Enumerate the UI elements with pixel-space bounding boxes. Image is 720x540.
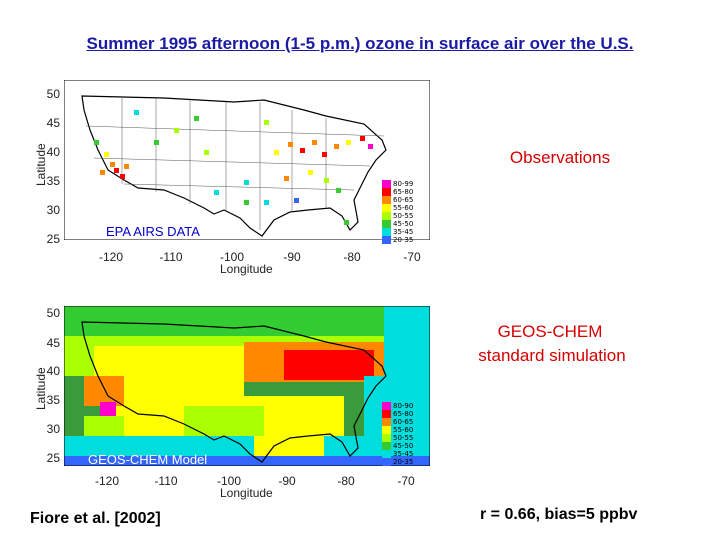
- legend-range: 45-50: [393, 220, 414, 228]
- legend-range: 20-35: [393, 236, 414, 244]
- lon-tick: -70: [397, 474, 415, 488]
- legend-swatch: [382, 434, 391, 442]
- legend-range: 60-65: [393, 418, 414, 426]
- legend-row: 35-45: [382, 228, 426, 236]
- geos-chem-map: 80-90 65-80 60-65 55-60 50-55 45-50 35-4…: [64, 306, 430, 467]
- legend-range: 50-55: [393, 434, 414, 442]
- lat-tick: 40: [46, 145, 60, 159]
- lat-tick: 25: [46, 451, 60, 465]
- legend-row: 20-35: [382, 236, 426, 244]
- lon-tick: -90: [278, 474, 296, 488]
- us-outline: [81, 321, 387, 463]
- legend-row: 45-50: [382, 442, 426, 450]
- geos-chem-model-label: GEOS-CHEM Model: [88, 452, 208, 467]
- lat-tick: 45: [46, 116, 60, 130]
- lon-tick: -120: [98, 250, 124, 264]
- legend-range: 55-60: [393, 204, 414, 212]
- observations-legend: 80-99 65-80 60-65 55-60 50-55 45-50 35-4…: [382, 180, 426, 244]
- legend-range: 80-90: [393, 402, 414, 410]
- observations-label: Observations: [509, 148, 611, 167]
- legend-range: 55-60: [393, 426, 414, 434]
- legend-row: 60-65: [382, 418, 426, 426]
- observations-map: 80-99 65-80 60-65 55-60 50-55 45-50 35-4…: [64, 80, 430, 244]
- lat-tick: 25: [46, 232, 60, 246]
- lat-tick: 50: [46, 87, 60, 101]
- legend-row: 55-60: [382, 426, 426, 434]
- legend-row: 65-80: [382, 410, 426, 418]
- legend-row: 80-99: [382, 180, 426, 188]
- legend-row: 45-50: [382, 220, 426, 228]
- lat-tick: 50: [46, 306, 60, 320]
- legend-swatch: [382, 228, 391, 236]
- lon-tick: -70: [403, 250, 421, 264]
- legend-range: 80-99: [393, 180, 414, 188]
- lat-tick: 35: [46, 174, 60, 188]
- lon-tick: -80: [337, 474, 355, 488]
- legend-range: 65-80: [393, 410, 414, 418]
- latitude-axis-title: Latitude: [34, 143, 48, 186]
- slide-title: Summer 1995 afternoon (1-5 p.m.) ozone i…: [86, 34, 634, 53]
- legend-swatch: [382, 236, 391, 244]
- legend-range: 60-65: [393, 196, 414, 204]
- lon-tick: -100: [216, 474, 242, 488]
- lon-tick: -110: [159, 250, 183, 264]
- legend-range: 50-55: [393, 212, 414, 220]
- legend-row: 20-35: [382, 458, 426, 466]
- lon-tick: -120: [94, 474, 120, 488]
- legend-swatch: [382, 450, 391, 458]
- legend-swatch: [382, 458, 391, 466]
- legend-swatch: [382, 204, 391, 212]
- lat-tick: 40: [46, 364, 60, 378]
- legend-range: 20-35: [393, 458, 414, 466]
- legend-row: 80-90: [382, 402, 426, 410]
- observations-map-graphic: [64, 80, 430, 240]
- lat-tick: 35: [46, 393, 60, 407]
- epa-airs-label: EPA AIRS DATA: [106, 224, 200, 239]
- legend-swatch: [382, 212, 391, 220]
- longitude-axis-title: Longitude: [220, 262, 273, 276]
- citation: Fiore et al. [2002]: [30, 510, 161, 527]
- lon-tick: -90: [283, 250, 301, 264]
- legend-row: 55-60: [382, 204, 426, 212]
- lon-tick: -80: [343, 250, 361, 264]
- legend-row: 65-80: [382, 188, 426, 196]
- lon-tick: -100: [219, 250, 245, 264]
- geos-chem-label-line1: GEOS-CHEM: [497, 322, 603, 341]
- legend-swatch: [382, 180, 391, 188]
- legend-swatch: [382, 442, 391, 450]
- legend-swatch: [382, 410, 391, 418]
- lat-tick: 30: [46, 203, 60, 217]
- legend-row: 35-45: [382, 450, 426, 458]
- correlation-stats: r = 0.66, bias=5 ppbv: [480, 506, 638, 523]
- legend-range: 65-80: [393, 188, 414, 196]
- latitude-axis-title: Latitude: [34, 367, 48, 410]
- legend-swatch: [382, 426, 391, 434]
- legend-swatch: [382, 402, 391, 410]
- legend-row: 50-55: [382, 434, 426, 442]
- legend-range: 45-50: [393, 442, 414, 450]
- legend-range: 35-45: [393, 228, 414, 236]
- lon-tick: -110: [154, 474, 178, 488]
- legend-swatch: [382, 418, 391, 426]
- legend-swatch: [382, 220, 391, 228]
- us-outline: [81, 95, 387, 237]
- model-legend: 80-90 65-80 60-65 55-60 50-55 45-50 35-4…: [382, 402, 426, 466]
- state-boundaries: [85, 98, 385, 230]
- geos-chem-label-line2: standard simulation: [478, 346, 626, 365]
- geos-chem-map-graphic: [64, 306, 430, 466]
- longitude-axis-title: Longitude: [220, 486, 273, 500]
- legend-swatch: [382, 196, 391, 204]
- lat-tick: 45: [46, 336, 60, 350]
- lat-tick: 30: [46, 422, 60, 436]
- legend-row: 60-65: [382, 196, 426, 204]
- model-grid-cells: [64, 306, 430, 466]
- legend-row: 50-55: [382, 212, 426, 220]
- legend-swatch: [382, 188, 391, 196]
- station-markers: [94, 110, 373, 225]
- legend-range: 35-45: [393, 450, 414, 458]
